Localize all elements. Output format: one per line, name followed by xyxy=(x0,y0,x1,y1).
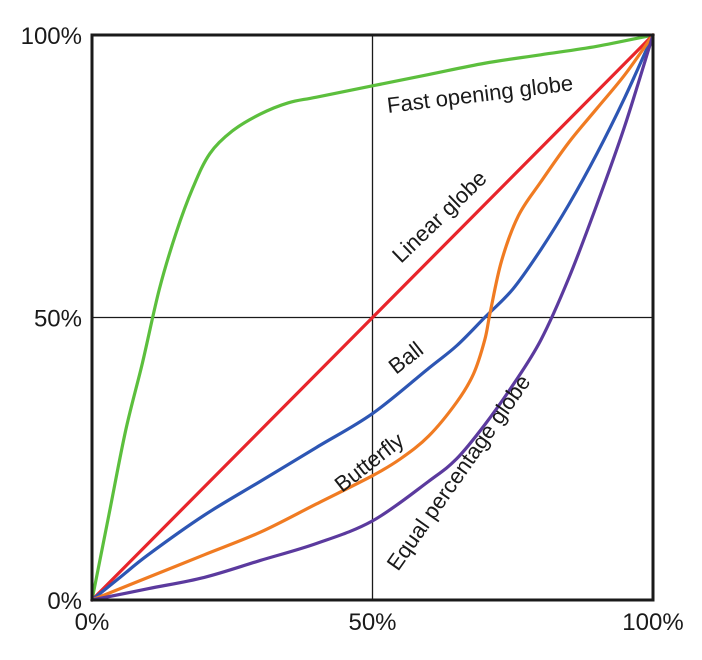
series-line-equal-percentage-globe xyxy=(90,33,655,602)
y-tick-label: 100% xyxy=(21,23,82,50)
series-line-butterfly xyxy=(90,33,655,602)
x-tick-label: 0% xyxy=(75,609,110,636)
x-tick-label: 100% xyxy=(622,609,683,636)
series-line-ball xyxy=(90,33,655,602)
y-tick-label: 50% xyxy=(34,306,82,333)
y-tick-label: 0% xyxy=(47,588,82,615)
series-line-linear-globe xyxy=(90,33,655,602)
series-line-fast-opening-globe xyxy=(90,33,655,602)
series-layer xyxy=(90,33,655,602)
x-tick-label: 50% xyxy=(348,609,396,636)
plot-frame xyxy=(90,33,655,602)
tick-labels: 0% 50% 100% 0% 50% 100% xyxy=(21,23,684,636)
